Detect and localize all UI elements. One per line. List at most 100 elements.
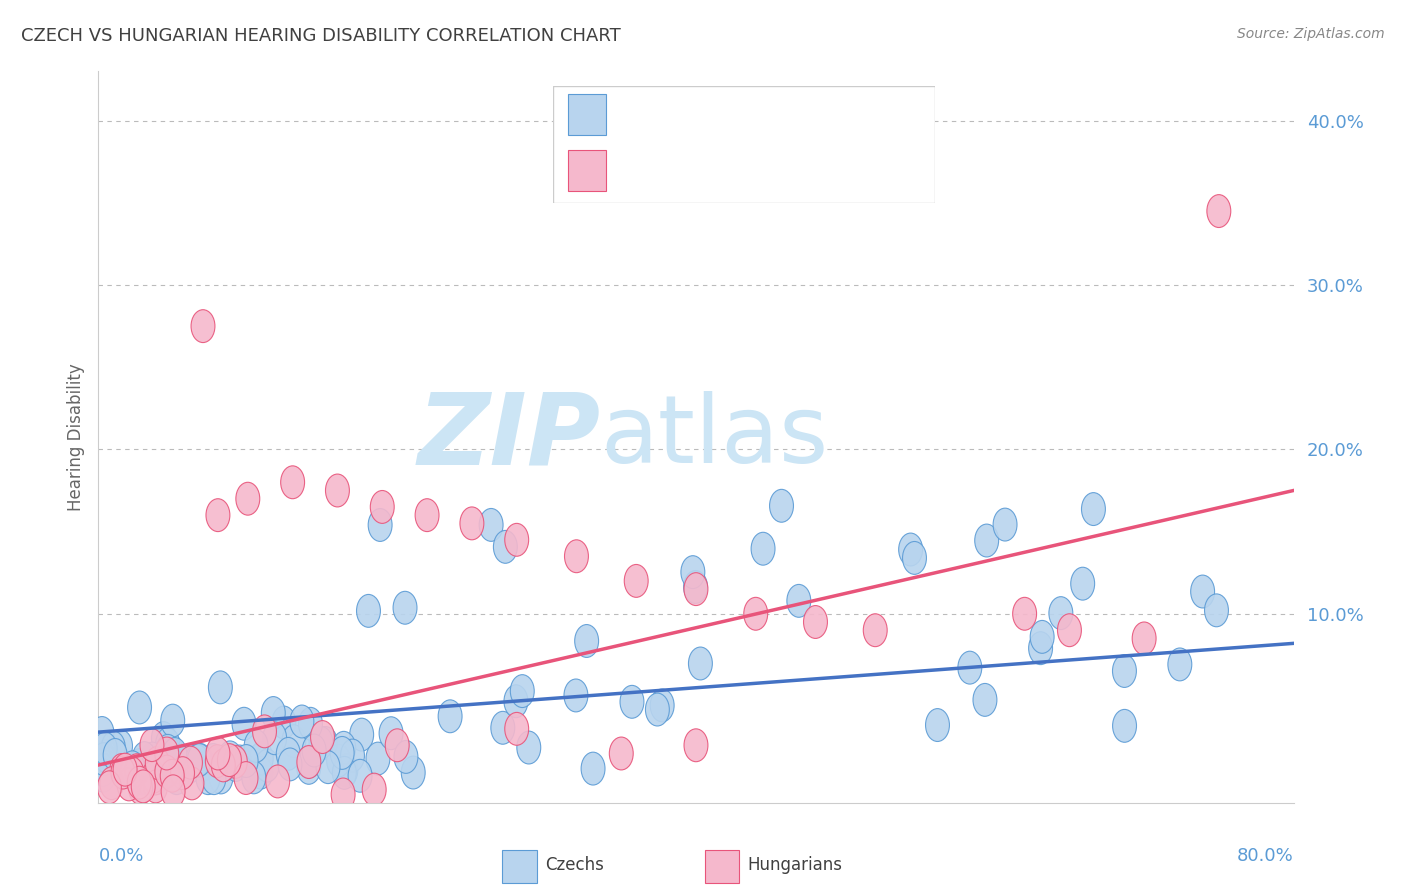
- Ellipse shape: [120, 756, 143, 789]
- Ellipse shape: [91, 759, 115, 792]
- Ellipse shape: [143, 770, 167, 803]
- Ellipse shape: [277, 738, 301, 771]
- Ellipse shape: [141, 729, 165, 762]
- Ellipse shape: [179, 744, 202, 777]
- Ellipse shape: [368, 508, 392, 541]
- Ellipse shape: [155, 756, 179, 788]
- Ellipse shape: [212, 748, 236, 781]
- Ellipse shape: [209, 761, 233, 794]
- Ellipse shape: [787, 584, 811, 617]
- Text: ZIP: ZIP: [418, 389, 600, 485]
- Ellipse shape: [350, 718, 374, 751]
- Ellipse shape: [202, 762, 226, 795]
- Ellipse shape: [925, 708, 949, 741]
- Ellipse shape: [1132, 622, 1156, 655]
- Ellipse shape: [314, 727, 337, 759]
- Ellipse shape: [332, 778, 356, 811]
- Ellipse shape: [135, 762, 159, 795]
- Ellipse shape: [1112, 655, 1136, 688]
- Ellipse shape: [152, 754, 176, 787]
- Ellipse shape: [165, 751, 188, 784]
- Ellipse shape: [974, 524, 998, 557]
- Ellipse shape: [94, 740, 118, 772]
- Ellipse shape: [111, 754, 135, 787]
- Ellipse shape: [228, 745, 252, 778]
- Ellipse shape: [903, 541, 927, 574]
- Ellipse shape: [128, 772, 152, 805]
- Ellipse shape: [957, 651, 981, 684]
- Ellipse shape: [100, 767, 124, 799]
- Ellipse shape: [117, 768, 141, 801]
- Ellipse shape: [187, 744, 211, 776]
- Ellipse shape: [503, 685, 527, 718]
- Ellipse shape: [218, 741, 242, 773]
- Ellipse shape: [121, 751, 145, 784]
- Ellipse shape: [129, 757, 153, 789]
- Ellipse shape: [150, 758, 174, 791]
- Ellipse shape: [129, 762, 153, 795]
- Ellipse shape: [565, 540, 589, 573]
- Ellipse shape: [127, 761, 150, 793]
- Ellipse shape: [224, 748, 247, 781]
- Ellipse shape: [201, 744, 225, 776]
- Text: 80.0%: 80.0%: [1237, 847, 1294, 864]
- Ellipse shape: [340, 739, 364, 772]
- Ellipse shape: [281, 725, 305, 757]
- Ellipse shape: [179, 747, 202, 779]
- Ellipse shape: [262, 697, 285, 730]
- Ellipse shape: [224, 746, 247, 779]
- Ellipse shape: [297, 745, 321, 778]
- Ellipse shape: [333, 754, 357, 787]
- Ellipse shape: [266, 765, 290, 797]
- Ellipse shape: [128, 758, 152, 791]
- Ellipse shape: [804, 606, 827, 639]
- Ellipse shape: [479, 508, 503, 541]
- Ellipse shape: [1049, 597, 1073, 630]
- Ellipse shape: [125, 754, 149, 787]
- Ellipse shape: [235, 745, 259, 778]
- Ellipse shape: [311, 721, 335, 754]
- Ellipse shape: [186, 745, 209, 778]
- Ellipse shape: [332, 756, 356, 789]
- Ellipse shape: [91, 754, 115, 786]
- Ellipse shape: [233, 762, 257, 795]
- Ellipse shape: [973, 683, 997, 716]
- Ellipse shape: [744, 598, 768, 631]
- Ellipse shape: [415, 499, 439, 532]
- Ellipse shape: [689, 647, 713, 680]
- Ellipse shape: [510, 674, 534, 707]
- Ellipse shape: [650, 689, 673, 722]
- Ellipse shape: [195, 762, 219, 795]
- Ellipse shape: [645, 693, 669, 726]
- Ellipse shape: [96, 750, 120, 783]
- Ellipse shape: [1191, 575, 1215, 608]
- Ellipse shape: [1029, 632, 1053, 665]
- Ellipse shape: [90, 716, 114, 749]
- Ellipse shape: [1206, 194, 1230, 227]
- Ellipse shape: [236, 483, 260, 516]
- Ellipse shape: [1012, 598, 1036, 631]
- Ellipse shape: [349, 759, 373, 792]
- Ellipse shape: [297, 746, 321, 779]
- Ellipse shape: [112, 753, 136, 786]
- Ellipse shape: [505, 524, 529, 557]
- Ellipse shape: [366, 742, 389, 775]
- Ellipse shape: [297, 751, 321, 784]
- Ellipse shape: [110, 754, 134, 787]
- Ellipse shape: [205, 745, 229, 778]
- Ellipse shape: [143, 762, 167, 795]
- Ellipse shape: [683, 571, 707, 603]
- Ellipse shape: [156, 728, 180, 761]
- Ellipse shape: [142, 745, 166, 778]
- Ellipse shape: [208, 671, 232, 704]
- Ellipse shape: [898, 533, 922, 566]
- Ellipse shape: [179, 750, 202, 783]
- Ellipse shape: [170, 756, 194, 789]
- Ellipse shape: [160, 704, 184, 737]
- Ellipse shape: [1168, 648, 1192, 681]
- Ellipse shape: [401, 756, 425, 789]
- Ellipse shape: [993, 508, 1017, 541]
- Ellipse shape: [152, 749, 176, 782]
- Ellipse shape: [218, 744, 242, 777]
- Ellipse shape: [394, 740, 418, 773]
